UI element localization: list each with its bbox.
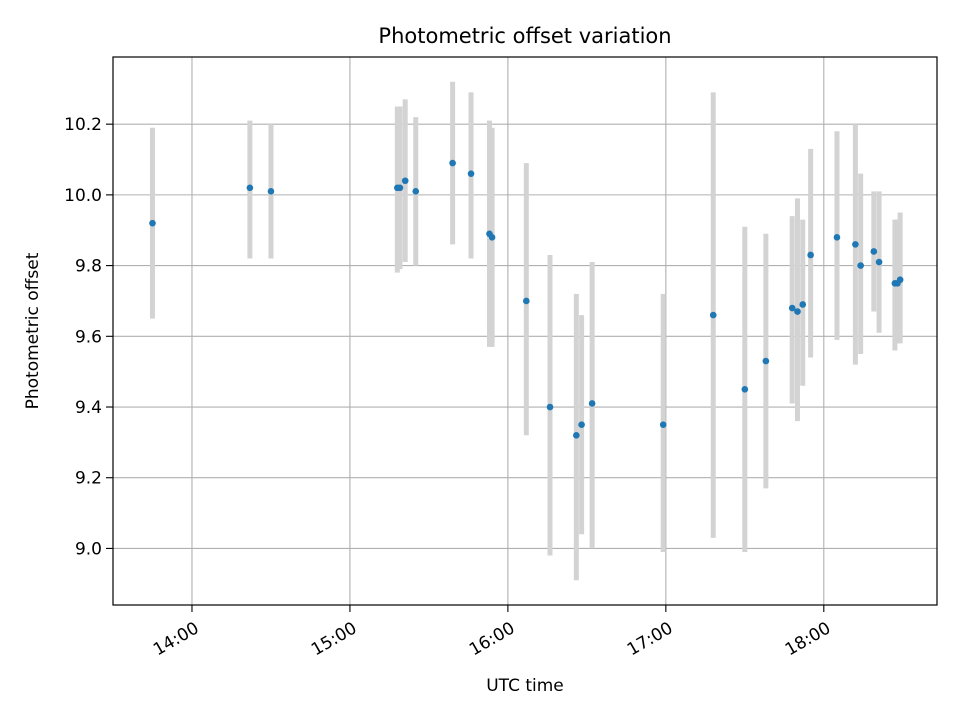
- chart-title: Photometric offset variation: [378, 24, 671, 48]
- y-tick-label: 9.0: [75, 539, 102, 559]
- data-point: [709, 311, 717, 319]
- data-point: [149, 219, 156, 227]
- y-tick-label: 10.2: [64, 115, 102, 135]
- data-point: [788, 304, 796, 312]
- y-tick-label: 10.0: [64, 186, 102, 206]
- data-point: [857, 262, 864, 269]
- y-axis-ticks: 9.0 9.2 9.4 9.6 9.8 10.0 10.2: [64, 115, 113, 559]
- data-point: [412, 188, 420, 195]
- data-point: [807, 251, 814, 259]
- data-point: [467, 170, 475, 177]
- data-point: [794, 308, 801, 315]
- data-point: [523, 297, 530, 305]
- data-point: [488, 234, 496, 241]
- data-points: [149, 159, 904, 439]
- y-tick-label: 9.6: [75, 327, 102, 347]
- data-point: [896, 276, 904, 284]
- x-axis-label: UTC time: [486, 676, 564, 696]
- data-point: [762, 357, 770, 365]
- data-point: [588, 400, 596, 407]
- data-point: [573, 431, 580, 439]
- y-axis-label: Photometric offset: [23, 252, 43, 409]
- data-point: [267, 188, 275, 195]
- data-point: [449, 159, 456, 167]
- data-point: [799, 301, 807, 308]
- y-tick-label: 9.2: [75, 469, 102, 489]
- data-point: [852, 241, 859, 248]
- data-point: [833, 234, 841, 241]
- plot-frame: [112, 56, 938, 606]
- data-point: [875, 258, 883, 266]
- data-point: [659, 421, 667, 428]
- y-tick-label: 9.8: [75, 257, 102, 277]
- data-point: [246, 184, 254, 192]
- data-point: [396, 184, 404, 192]
- data-point: [741, 386, 749, 393]
- data-point: [546, 403, 554, 411]
- data-point: [401, 177, 409, 185]
- y-tick-label: 9.4: [75, 398, 102, 418]
- data-point: [870, 248, 878, 255]
- data-point: [578, 421, 585, 428]
